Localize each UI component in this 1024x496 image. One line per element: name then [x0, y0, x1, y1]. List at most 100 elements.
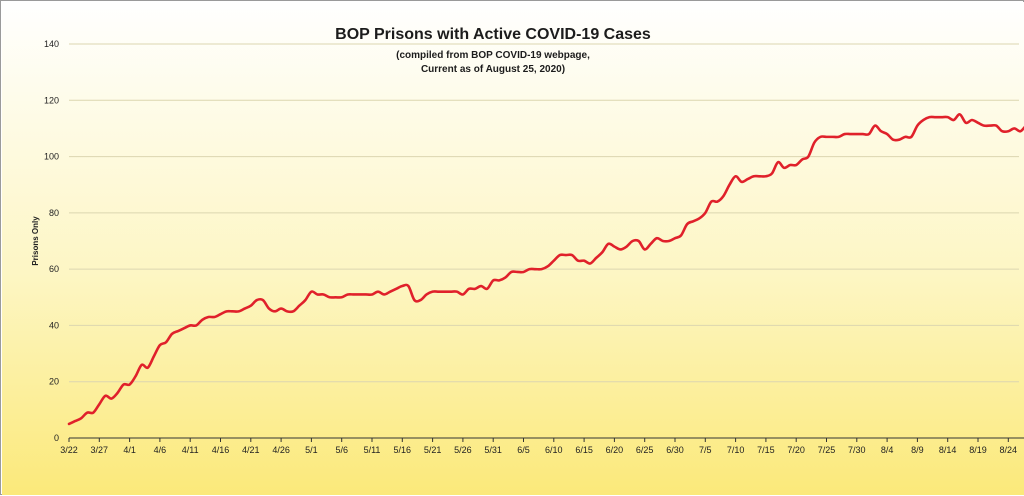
x-tick-label: 4/21 [242, 445, 260, 455]
data-point [444, 291, 446, 293]
data-point [638, 240, 640, 242]
x-tick-label: 5/11 [364, 445, 381, 455]
data-point [1019, 130, 1022, 132]
data-point [68, 423, 70, 425]
data-point [759, 175, 761, 177]
data-point [819, 136, 822, 138]
data-point [571, 254, 573, 256]
data-point [650, 243, 652, 245]
data-point [601, 251, 603, 253]
x-tick-label: 5/26 [454, 445, 472, 455]
data-point [619, 248, 622, 251]
data-point [298, 305, 300, 307]
data-point [528, 268, 531, 270]
data-point [92, 412, 94, 414]
y-tick-label: 80 [49, 208, 59, 218]
data-point [953, 119, 955, 121]
y-axis-title: Prisons Only [31, 216, 40, 266]
data-point [807, 155, 809, 158]
data-point [728, 184, 731, 186]
data-point [432, 291, 434, 293]
data-point [365, 293, 367, 296]
data-point [195, 324, 197, 327]
data-point [516, 271, 519, 273]
data-point [777, 161, 779, 163]
x-tick-label: 4/6 [154, 445, 167, 455]
data-point [141, 364, 143, 366]
data-point [995, 125, 997, 127]
data-point [274, 310, 276, 312]
data-point [159, 344, 161, 346]
data-point [868, 133, 870, 135]
data-point [80, 417, 82, 419]
x-tick-label: 3/27 [91, 445, 109, 455]
data-point [934, 116, 937, 118]
data-point [862, 133, 864, 135]
data-point [674, 237, 676, 239]
data-point [613, 246, 616, 248]
data-point [801, 158, 803, 160]
data-point [1007, 130, 1009, 132]
data-point [456, 291, 458, 293]
data-point [813, 141, 815, 144]
data-point [844, 133, 846, 135]
x-tick-label: 4/11 [182, 445, 199, 455]
data-point [989, 125, 991, 127]
data-point [438, 291, 440, 293]
x-tick-label: 6/25 [636, 445, 654, 455]
data-point [98, 403, 100, 405]
x-tick-label: 4/1 [123, 445, 136, 455]
data-point [928, 116, 931, 118]
data-point [965, 122, 967, 124]
data-point [541, 268, 543, 270]
x-tick-label: 5/16 [394, 445, 412, 455]
data-point [747, 178, 749, 180]
data-point [262, 299, 264, 301]
data-point [225, 310, 228, 312]
data-point [407, 285, 409, 287]
data-point [310, 291, 312, 293]
data-point [880, 130, 882, 132]
data-point [783, 167, 785, 169]
data-point [856, 133, 858, 135]
data-point [401, 285, 403, 287]
data-point [389, 291, 391, 293]
data-point [383, 293, 385, 296]
series-points [68, 113, 1022, 425]
data-point [874, 125, 876, 127]
data-point [735, 175, 737, 177]
data-point [86, 412, 88, 414]
data-point [898, 139, 900, 141]
data-point [413, 299, 416, 301]
data-point [983, 125, 985, 127]
x-tick-label: 7/5 [699, 445, 712, 455]
data-point [335, 296, 337, 298]
data-point [722, 195, 725, 197]
data-point [341, 296, 343, 298]
data-point [286, 310, 288, 312]
x-tick-label: 5/31 [484, 445, 502, 455]
x-axis-ticks: 3/22 3/27 4/1 4/6 4/11 4/16 4/21 4/26 5/1 5/6 5/11… [60, 438, 1017, 455]
x-tick-label: 8/9 [911, 445, 924, 455]
data-point [644, 248, 646, 251]
data-point [789, 164, 791, 166]
data-point [486, 288, 488, 290]
y-tick-label: 140 [44, 39, 59, 49]
data-point [904, 136, 906, 138]
x-tick-label: 7/20 [787, 445, 805, 455]
data-point [450, 291, 452, 293]
data-point [250, 305, 252, 307]
data-point [795, 164, 797, 166]
data-point [765, 175, 767, 177]
data-point [553, 260, 555, 262]
data-point [104, 395, 106, 397]
data-point [547, 265, 549, 267]
data-point [268, 307, 270, 310]
data-point [668, 240, 670, 242]
data-point [577, 260, 579, 262]
series-layer [67, 113, 1024, 426]
data-point [1001, 130, 1003, 132]
